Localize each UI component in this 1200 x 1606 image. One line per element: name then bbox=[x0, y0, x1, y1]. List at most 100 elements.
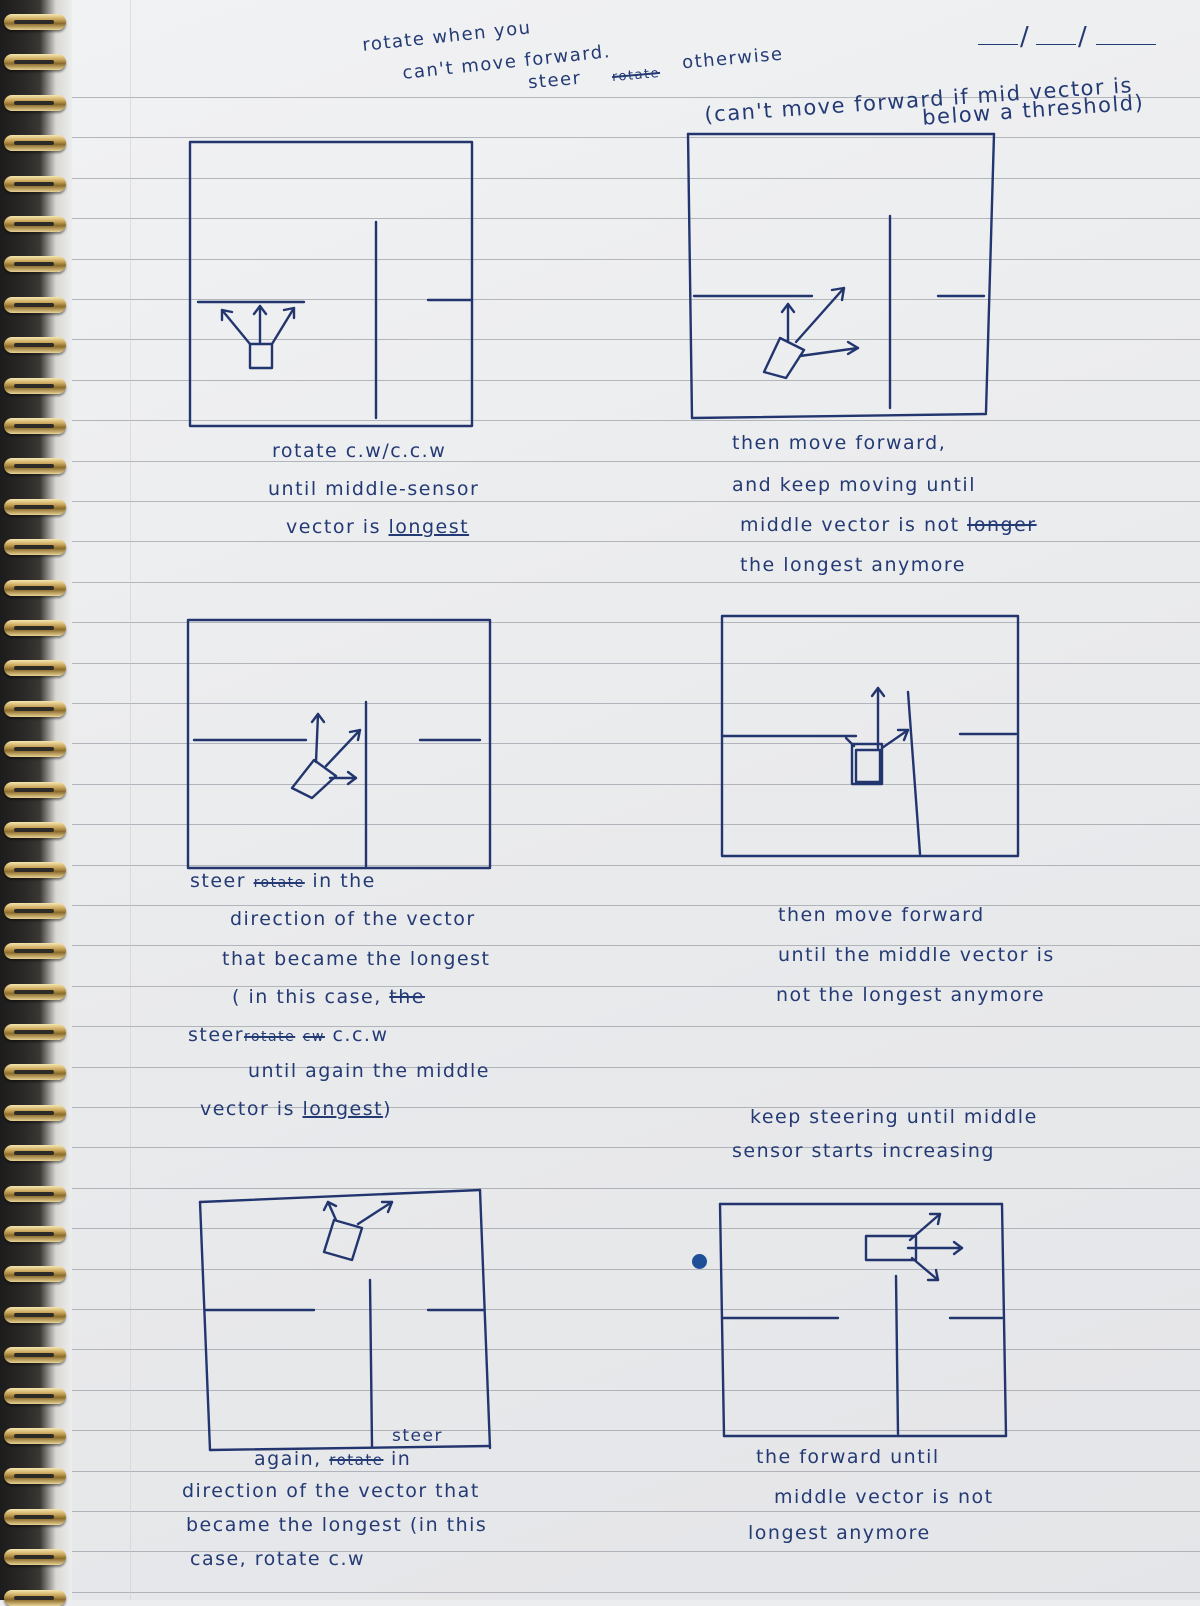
caption-2-line-3: middle vector is not longer bbox=[740, 514, 1037, 536]
spiral-ring bbox=[4, 822, 66, 838]
ruled-line bbox=[72, 1471, 1200, 1472]
ruled-line bbox=[72, 339, 1200, 340]
spiral-ring bbox=[4, 1509, 66, 1525]
caption-6-line-3: became the longest (in this bbox=[186, 1514, 488, 1536]
ruled-line bbox=[72, 541, 1200, 542]
spiral-ring bbox=[4, 660, 66, 676]
header-line-1: rotate when you bbox=[361, 17, 533, 56]
spiral-ring bbox=[4, 256, 66, 272]
ruled-line bbox=[72, 137, 1200, 138]
spiral-ring bbox=[4, 135, 66, 151]
header-line-3-rotate-crossed: rotate bbox=[611, 65, 661, 86]
ink-dot bbox=[692, 1254, 707, 1269]
caption-2-line-4: the longest anymore bbox=[740, 554, 966, 576]
ruled-line bbox=[72, 1269, 1200, 1270]
spiral-ring bbox=[4, 499, 66, 515]
ruled-line bbox=[72, 945, 1200, 946]
spiral-ring bbox=[4, 862, 66, 878]
ruled-line bbox=[72, 743, 1200, 744]
spiral-ring bbox=[4, 984, 66, 1000]
caption-2-line-1: then move forward, bbox=[732, 432, 947, 454]
sketch-5-steer-again bbox=[198, 1188, 492, 1452]
spiral-ring bbox=[4, 1024, 66, 1040]
date-slash: / bbox=[1020, 22, 1029, 52]
caption-6-line-2: direction of the vector that bbox=[182, 1480, 480, 1502]
spiral-ring bbox=[4, 782, 66, 798]
spiral-ring bbox=[4, 741, 66, 757]
ruled-line bbox=[72, 703, 1200, 704]
spiral-ring bbox=[4, 1428, 66, 1444]
ruled-line bbox=[72, 1107, 1200, 1108]
caption-7-line-1: the forward until bbox=[756, 1446, 940, 1468]
spiral-ring bbox=[4, 580, 66, 596]
spiral-ring bbox=[4, 418, 66, 434]
ruled-line bbox=[72, 218, 1200, 219]
ruled-line bbox=[72, 259, 1200, 260]
date-blank-month bbox=[1036, 44, 1076, 45]
ruled-line bbox=[72, 663, 1200, 664]
ruled-line bbox=[72, 1147, 1200, 1148]
spiral-ring bbox=[4, 297, 66, 313]
sketch-3-steer-toward-vector bbox=[186, 618, 492, 870]
spiral-ring bbox=[4, 337, 66, 353]
spiral-ring bbox=[4, 903, 66, 919]
spiral-ring bbox=[4, 1347, 66, 1363]
ruled-line bbox=[72, 178, 1200, 179]
sketch-4-move-forward-again bbox=[720, 614, 1020, 858]
spiral-ring bbox=[4, 1266, 66, 1282]
ruled-line bbox=[72, 299, 1200, 300]
caption-2-line-2: and keep moving until bbox=[732, 474, 976, 496]
date-blank-day bbox=[978, 44, 1018, 45]
spiral-ring bbox=[4, 1105, 66, 1121]
caption-1-line-1: rotate c.w/c.c.w bbox=[272, 440, 447, 462]
ruled-line bbox=[72, 1349, 1200, 1350]
ruled-line bbox=[72, 97, 1200, 98]
ruled-line bbox=[72, 501, 1200, 502]
caption-3-line-4: ( in this case, the bbox=[232, 986, 425, 1008]
ruled-line bbox=[72, 461, 1200, 462]
ruled-line bbox=[72, 865, 1200, 866]
ruled-line bbox=[72, 905, 1200, 906]
ruled-line bbox=[72, 824, 1200, 825]
ruled-line bbox=[72, 1026, 1200, 1027]
caption-5-line-1: keep steering until middle bbox=[750, 1106, 1038, 1128]
caption-5-line-2: sensor starts increasing bbox=[732, 1140, 995, 1162]
caption-6-line-1: again, rotate in bbox=[254, 1448, 412, 1470]
spiral-ring bbox=[4, 95, 66, 111]
ruled-line bbox=[72, 380, 1200, 381]
ruled-line bbox=[72, 1430, 1200, 1431]
ruled-line bbox=[72, 1228, 1200, 1229]
caption-3-line-6: until again the middle bbox=[248, 1060, 490, 1082]
spiral-ring bbox=[4, 216, 66, 232]
caption-7-line-2: middle vector is not bbox=[774, 1486, 994, 1508]
sketch-1-rotate-until-longest bbox=[188, 140, 474, 428]
spiral-ring bbox=[4, 1388, 66, 1404]
spiral-ring bbox=[4, 1307, 66, 1323]
ruled-line bbox=[72, 784, 1200, 785]
ruled-line bbox=[72, 986, 1200, 987]
caption-7-line-3: longest anymore bbox=[748, 1522, 931, 1544]
ruled-line bbox=[72, 1551, 1200, 1552]
spiral-ring bbox=[4, 1186, 66, 1202]
margin-line bbox=[130, 0, 131, 1600]
ruled-line bbox=[72, 1592, 1200, 1593]
ruled-line bbox=[72, 1067, 1200, 1068]
caption-3-line-1: steer rotate in the bbox=[190, 870, 376, 892]
caption-1-line-3: vector is longest bbox=[286, 516, 470, 538]
header-line-3-otherwise: otherwise bbox=[681, 43, 785, 74]
spiral-ring bbox=[4, 458, 66, 474]
caption-3-line-7: vector is longest) bbox=[200, 1098, 392, 1120]
spiral-binding bbox=[0, 0, 72, 1606]
caption-3-line-2: direction of the vector bbox=[230, 908, 476, 930]
spiral-ring bbox=[4, 1226, 66, 1242]
caption-4-line-3: not the longest anymore bbox=[776, 984, 1046, 1006]
spiral-ring bbox=[4, 54, 66, 70]
ruled-line bbox=[72, 1511, 1200, 1512]
ruled-line bbox=[72, 1188, 1200, 1189]
ruled-line bbox=[72, 1309, 1200, 1310]
spiral-ring bbox=[4, 176, 66, 192]
ruled-line bbox=[72, 582, 1200, 583]
ruled-line bbox=[72, 1390, 1200, 1391]
spiral-ring bbox=[4, 1145, 66, 1161]
